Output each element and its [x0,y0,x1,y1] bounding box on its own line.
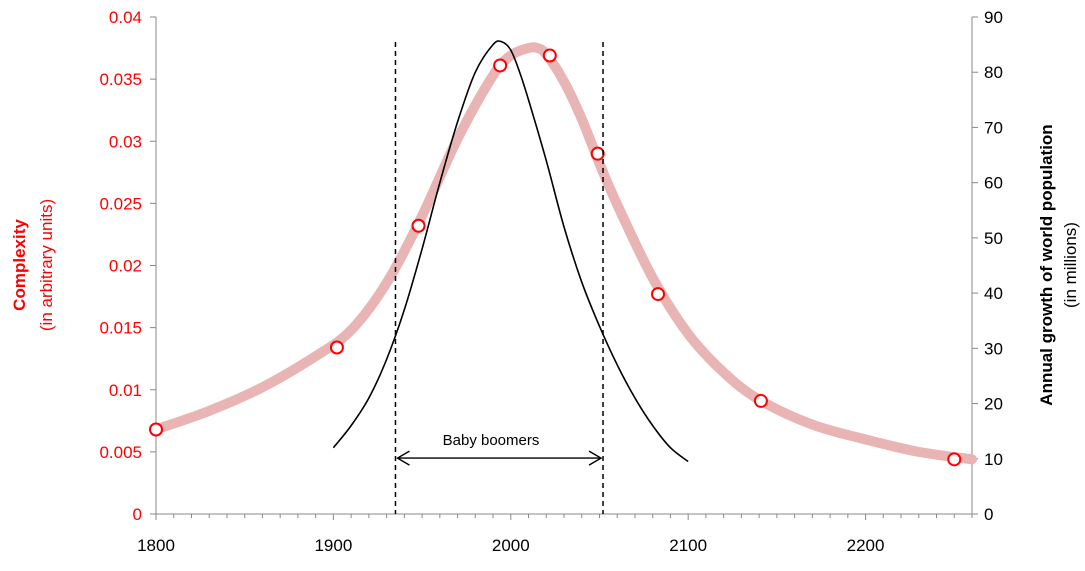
left-tick-label: 0.015 [99,319,142,338]
right-tick-label: 50 [984,229,1003,248]
complexity-data-point [947,452,962,467]
complexity-data-point [493,58,508,73]
left-axis-title: Complexity [10,219,29,311]
left-tick-label: 0.005 [99,443,142,462]
population-growth-line [332,40,689,463]
complexity-data-point [590,146,605,161]
right-tick-label: 20 [984,395,1003,414]
x-tick-label: 2100 [669,536,707,555]
x-tick-label: 2200 [847,536,885,555]
left-tick-label: 0.01 [109,381,142,400]
right-axis-subtitle: (in millions) [1061,222,1080,308]
right-tick-label: 0 [984,505,993,524]
complexity-data-point [411,218,426,233]
right-tick-label: 70 [984,118,1003,137]
x-tick-label: 1900 [314,536,352,555]
axes-layer: 0 0.005 0.01 0.015 0.02 0.025 0.03 0.035 0.04 0 10… [99,8,1002,555]
complexity-data-point [329,340,344,355]
left-tick-label: 0.02 [109,257,142,276]
complexity-data-point [149,422,163,437]
right-tick-label: 60 [984,174,1003,193]
left-tick-label: 0.025 [99,194,142,213]
right-tick-label: 40 [984,284,1003,303]
x-tick-label: 2000 [492,536,530,555]
right-tick-label: 90 [984,8,1003,27]
right-tick-label: 80 [984,63,1003,82]
left-axis-subtitle: (in arbitrary units) [37,199,56,331]
right-tick-label: 30 [984,339,1003,358]
right-axis-title: Annual growth of world population [1037,124,1056,405]
complexity-data-point [542,48,557,63]
left-tick-label: 0.035 [99,70,142,89]
complexity-curve [151,42,977,465]
series-layer [149,40,977,467]
complexity-data-point [753,393,768,408]
annotation-layer: Baby boomers [394,42,604,514]
boomer-arrow-right-head [588,450,603,466]
left-tick-label: 0.04 [109,8,142,27]
left-tick-label: 0 [133,505,142,524]
complexity-data-point [651,287,666,302]
x-tick-label: 1800 [137,536,175,555]
right-tick-label: 10 [984,450,1003,469]
boomer-arrow-left-head [396,450,410,466]
baby-boomers-label: Baby boomers [443,432,540,449]
left-tick-label: 0.03 [109,132,142,151]
